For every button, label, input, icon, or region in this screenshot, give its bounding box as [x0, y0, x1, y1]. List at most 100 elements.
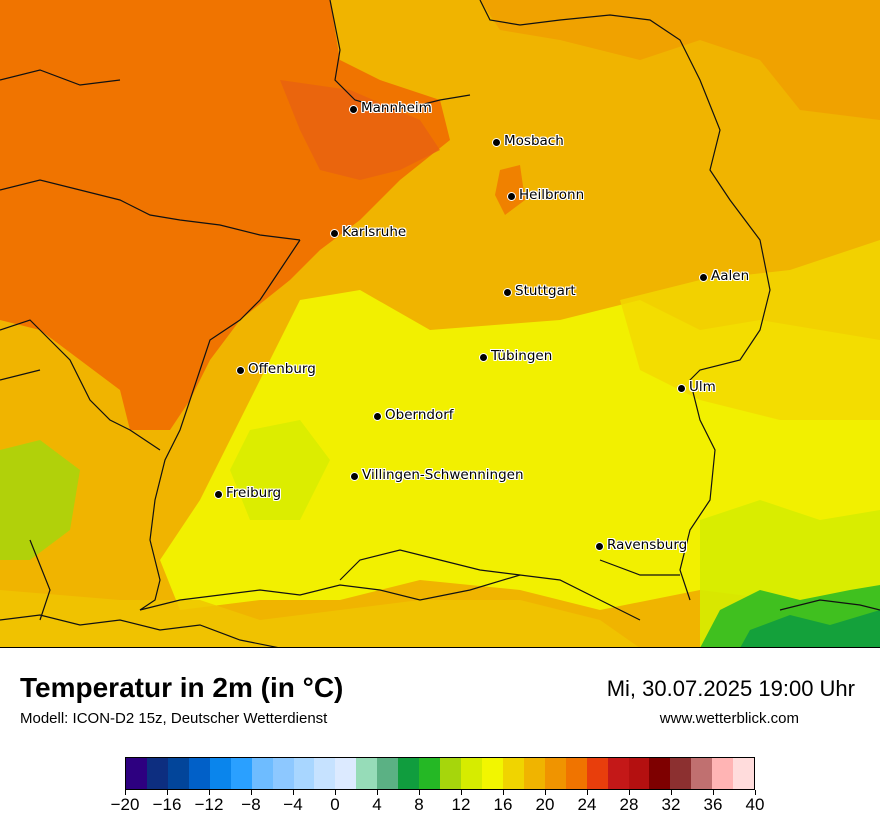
city-marker[interactable]: Mosbach	[492, 132, 564, 150]
legend-swatch	[586, 758, 608, 789]
valid-datetime: Mi, 30.07.2025 19:00 Uhr	[606, 676, 855, 701]
city-name: Oberndorf	[385, 407, 454, 423]
city-name: Heilbronn	[519, 187, 585, 203]
legend-swatch	[293, 758, 315, 789]
model-subtitle: Modell: ICON-D2 15z, Deutscher Wetterdie…	[20, 710, 328, 727]
legend-swatch	[461, 758, 482, 789]
city-marker[interactable]: Aalen	[699, 267, 749, 285]
city-name: Mannheim	[361, 100, 432, 116]
city-dot-icon	[595, 541, 604, 551]
city-dot-icon	[373, 411, 382, 421]
warm-area-northeast	[480, 0, 880, 120]
legend-swatch	[628, 758, 650, 789]
city-marker[interactable]: Freiburg	[214, 484, 282, 502]
warm-spot-heilbronn	[495, 165, 525, 215]
legend-swatch	[691, 758, 713, 789]
legend-ticks: −20 −16 −12 −8 −4 0 4 8 12 16 20 24 28 32 36 40	[111, 790, 764, 819]
legend-swatch	[126, 758, 147, 789]
legend-tick-label: 4	[372, 795, 382, 814]
legend-tick-mark	[587, 790, 588, 795]
legend-swatch	[481, 758, 503, 789]
legend-tick-mark	[167, 790, 168, 795]
city-name: Karlsruhe	[342, 224, 407, 240]
legend-swatch	[356, 758, 378, 789]
legend-tick-label: 32	[661, 795, 681, 814]
legend-tick-mark	[545, 790, 546, 795]
legend-swatch	[502, 758, 524, 789]
legend-swatch	[544, 758, 566, 789]
legend-swatch	[209, 758, 231, 789]
legend-tick-mark	[377, 790, 378, 795]
city-name: Offenburg	[248, 361, 316, 377]
city-dot-icon	[677, 383, 686, 393]
city-marker[interactable]: Karlsruhe	[330, 223, 407, 241]
legend-swatch	[523, 758, 545, 789]
legend-swatch	[565, 758, 587, 789]
legend-swatch	[377, 758, 399, 789]
city-marker[interactable]: Offenburg	[236, 360, 316, 378]
website-link[interactable]: www.wetterblick.com	[659, 710, 799, 727]
city-marker[interactable]: Oberndorf	[373, 406, 454, 424]
legend-swatch	[251, 758, 273, 789]
city-dot-icon	[349, 104, 358, 114]
legend-swatch	[188, 758, 210, 789]
city-marker[interactable]: Ulm	[677, 378, 716, 396]
temperature-map[interactable]: Mannheim Mosbach Heilbronn Karlsruhe Aalen St…	[0, 0, 880, 648]
map-field	[0, 0, 880, 647]
city-name: Freiburg	[226, 485, 282, 501]
legend-tick-mark	[461, 790, 462, 795]
legend-tick-mark	[503, 790, 504, 795]
city-dot-icon	[699, 272, 708, 282]
legend-tick-mark	[335, 790, 336, 795]
legend-swatch	[440, 758, 461, 789]
legend-tick-mark	[419, 790, 420, 795]
city-marker[interactable]: Ravensburg	[595, 536, 688, 554]
legend-tick-label: 20	[535, 795, 555, 814]
city-marker[interactable]: Stuttgart	[503, 282, 576, 300]
city-name: Tübingen	[491, 348, 553, 364]
legend-swatch	[398, 758, 420, 789]
chart-title: Temperatur in 2m (in °C)	[20, 672, 344, 703]
south-strip	[0, 590, 639, 647]
city-name: Ulm	[689, 379, 716, 395]
legend-swatch	[146, 758, 168, 789]
city-marker[interactable]: Villingen-Schwenningen	[350, 466, 524, 484]
legend-tick-label: −8	[241, 795, 261, 814]
mild-area-east	[620, 240, 880, 420]
legend-tick-label: 24	[577, 795, 597, 814]
legend-tick-label: 28	[619, 795, 639, 814]
legend-swatch	[230, 758, 252, 789]
legend-tick-label: −20	[110, 795, 140, 814]
city-marker[interactable]: Heilbronn	[507, 186, 585, 204]
legend-swatch	[272, 758, 294, 789]
city-dot-icon	[330, 228, 339, 238]
legend-tick-label: 40	[745, 795, 765, 814]
city-dot-icon	[507, 191, 516, 201]
legend-swatch	[314, 758, 336, 789]
city-dot-icon	[350, 471, 359, 481]
legend-tick-mark	[293, 790, 294, 795]
legend-tick-label: 0	[330, 795, 340, 814]
legend-swatch	[167, 758, 189, 789]
legend-tick-mark	[209, 790, 210, 795]
legend-tick-label: −16	[152, 795, 182, 814]
cool-area-blackforest	[230, 420, 330, 520]
legend-tick-mark	[629, 790, 630, 795]
city-marker[interactable]: Tübingen	[479, 347, 553, 365]
city-name: Ravensburg	[607, 537, 688, 553]
city-name: Mosbach	[504, 133, 564, 149]
city-dot-icon	[503, 287, 512, 297]
color-legend	[125, 757, 755, 790]
legend-swatch	[419, 758, 441, 789]
legend-swatch	[607, 758, 629, 789]
city-dot-icon	[214, 489, 223, 499]
legend-tick-mark	[125, 790, 126, 795]
legend-tick-label: −4	[283, 795, 303, 814]
coldest-area-alps	[740, 610, 880, 647]
legend-tick-mark	[251, 790, 252, 795]
legend-tick-label: −12	[194, 795, 224, 814]
city-name: Villingen-Schwenningen	[362, 467, 524, 483]
city-marker[interactable]: Mannheim	[349, 99, 432, 117]
legend-tick-mark	[671, 790, 672, 795]
legend-tick-label: 8	[414, 795, 424, 814]
